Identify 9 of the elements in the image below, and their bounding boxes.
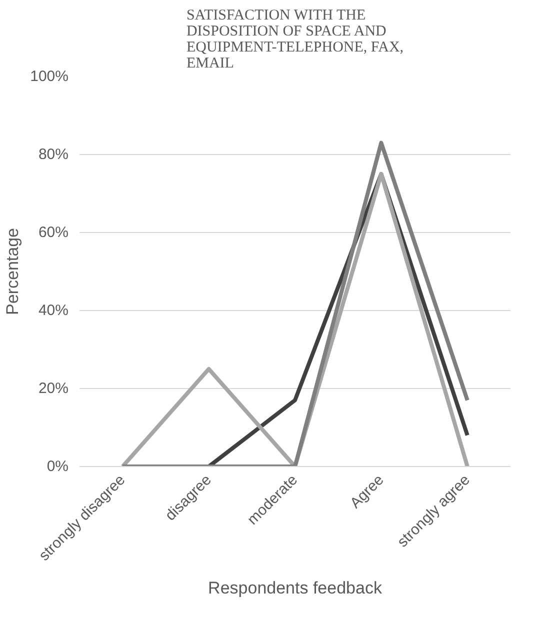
y-tick-label: 40%: [38, 302, 69, 319]
y-tick-label: 20%: [38, 380, 69, 397]
x-axis-title: Respondents feedback: [208, 578, 382, 598]
y-tick-label: 0%: [46, 458, 69, 475]
y-tick-label: 80%: [38, 146, 69, 163]
y-tick-label: 60%: [38, 224, 69, 241]
chart-title: SATISFACTION WITH THE DISPOSITION OF SPACE AND EQUIPMENT-TELEPHONE, FAX, EMAIL: [186, 8, 404, 72]
y-tick-label: 100%: [30, 68, 69, 85]
y-axis-title: Percentage: [3, 228, 22, 315]
